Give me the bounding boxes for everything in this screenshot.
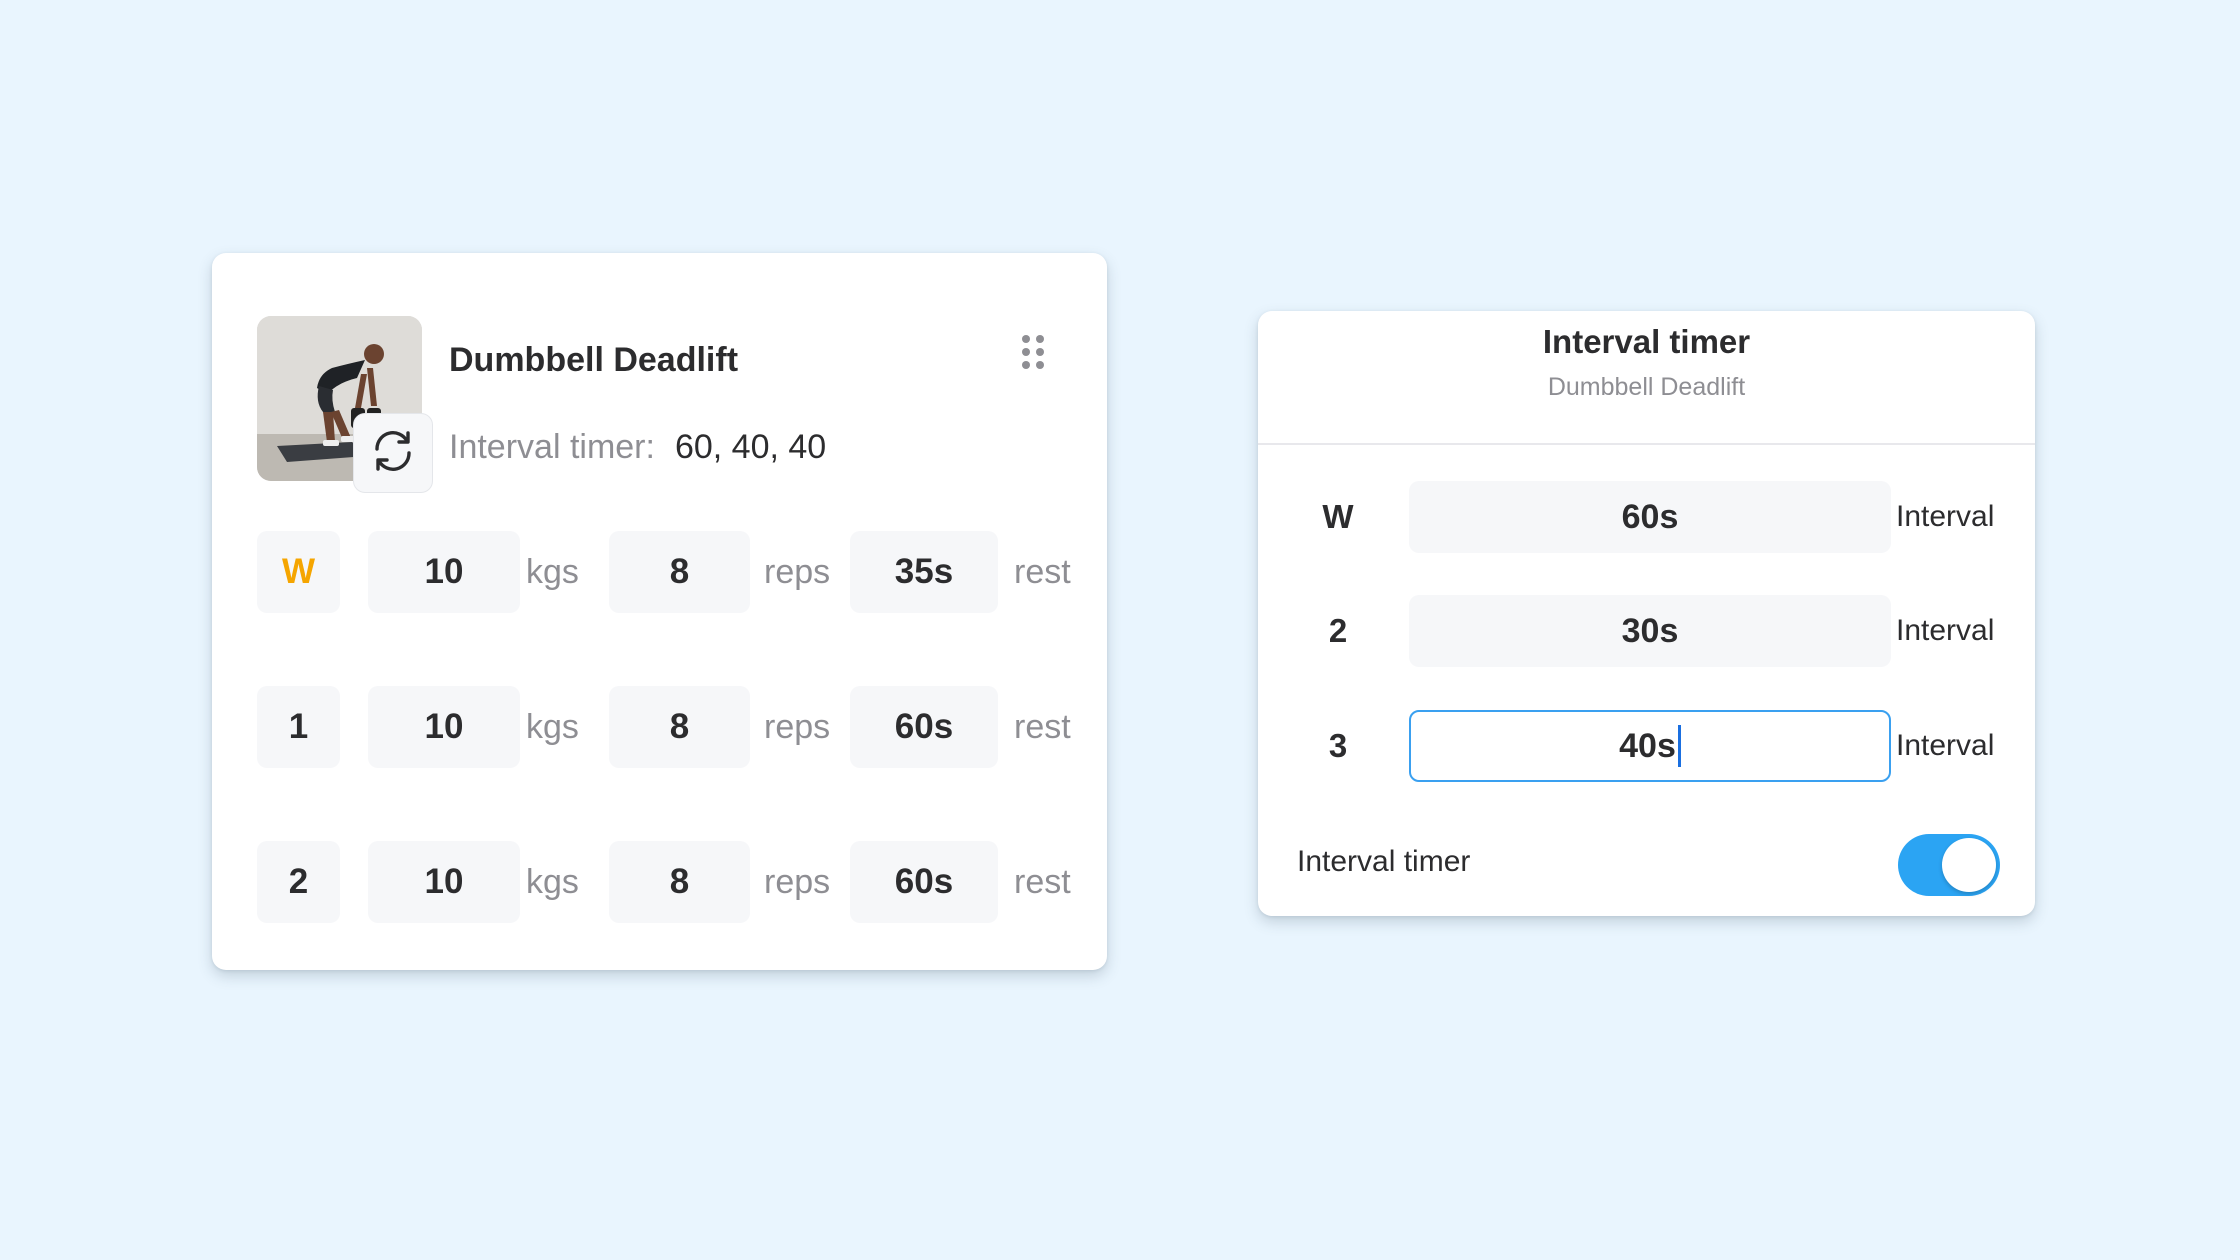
interval-timer-value: 60, 40, 40 <box>674 428 827 466</box>
interval-input-focused[interactable]: 40s <box>1409 710 1891 782</box>
interval-set-label: 3 <box>1328 727 1348 764</box>
weight-unit: kgs <box>526 862 579 901</box>
rest-input[interactable]: 35s <box>850 531 998 613</box>
interval-unit: Interval <box>1896 729 1995 762</box>
weight-input[interactable]: 10 <box>368 686 520 768</box>
set-row: W 10 kgs 8 reps 35s rest <box>257 531 1077 613</box>
swap-exercise-button[interactable] <box>353 413 433 493</box>
interval-set-label: W <box>1322 498 1354 535</box>
interval-set-label: 2 <box>1328 612 1348 649</box>
reps-unit: reps <box>764 862 831 901</box>
exercise-title: Dumbbell Deadlift <box>449 341 739 379</box>
interval-timer-summary: Interval timer: 60, 40, 40 <box>449 428 826 467</box>
set-number[interactable]: 2 <box>257 841 340 923</box>
toggle-knob <box>1942 838 1996 892</box>
set-number[interactable]: 1 <box>257 686 340 768</box>
weight-unit: kgs <box>526 552 579 591</box>
set-number[interactable]: W <box>257 531 340 613</box>
interval-timer-toggle[interactable] <box>1898 834 2000 896</box>
interval-timer-title: Interval timer <box>1542 323 1751 360</box>
refresh-icon <box>369 427 417 480</box>
header-divider <box>1258 443 2035 445</box>
rest-input[interactable]: 60s <box>850 686 998 768</box>
interval-unit: Interval <box>1896 500 1995 533</box>
interval-unit: Interval <box>1896 614 1995 647</box>
interval-input-value: 40s <box>1619 726 1676 765</box>
interval-input-value: 30s <box>1621 611 1679 650</box>
rest-unit: rest <box>1014 862 1071 901</box>
interval-row: 3 40s Interval <box>1258 710 2035 782</box>
text-cursor <box>1677 725 1681 767</box>
set-row: 2 10 kgs 8 reps 60s rest <box>257 841 1077 923</box>
interval-timer-subtitle: Dumbbell Deadlift <box>1547 373 1746 401</box>
interval-timer-card: Interval timer Dumbbell Deadlift W 60s I… <box>1258 311 2035 916</box>
interval-input[interactable]: 30s <box>1409 595 1891 667</box>
reps-input[interactable]: 8 <box>609 841 750 923</box>
weight-input[interactable]: 10 <box>368 531 520 613</box>
rest-unit: rest <box>1014 707 1071 746</box>
weight-input[interactable]: 10 <box>368 841 520 923</box>
reps-input[interactable]: 8 <box>609 686 750 768</box>
reps-unit: reps <box>764 552 831 591</box>
reps-unit: reps <box>764 707 831 746</box>
interval-row: W 60s Interval <box>1258 481 2035 553</box>
interval-timer-label: Interval timer: <box>449 428 655 466</box>
drag-handle-icon[interactable] <box>1020 333 1046 371</box>
interval-timer-toggle-label: Interval timer <box>1297 845 1471 878</box>
rest-unit: rest <box>1014 552 1071 591</box>
interval-input-value: 60s <box>1621 497 1679 536</box>
interval-row: 2 30s Interval <box>1258 595 2035 667</box>
rest-input[interactable]: 60s <box>850 841 998 923</box>
exercise-card: Dumbbell Deadlift Interval timer: 60, 40,… <box>212 253 1107 970</box>
weight-unit: kgs <box>526 707 579 746</box>
interval-input[interactable]: 60s <box>1409 481 1891 553</box>
set-row: 1 10 kgs 8 reps 60s rest <box>257 686 1077 768</box>
reps-input[interactable]: 8 <box>609 531 750 613</box>
